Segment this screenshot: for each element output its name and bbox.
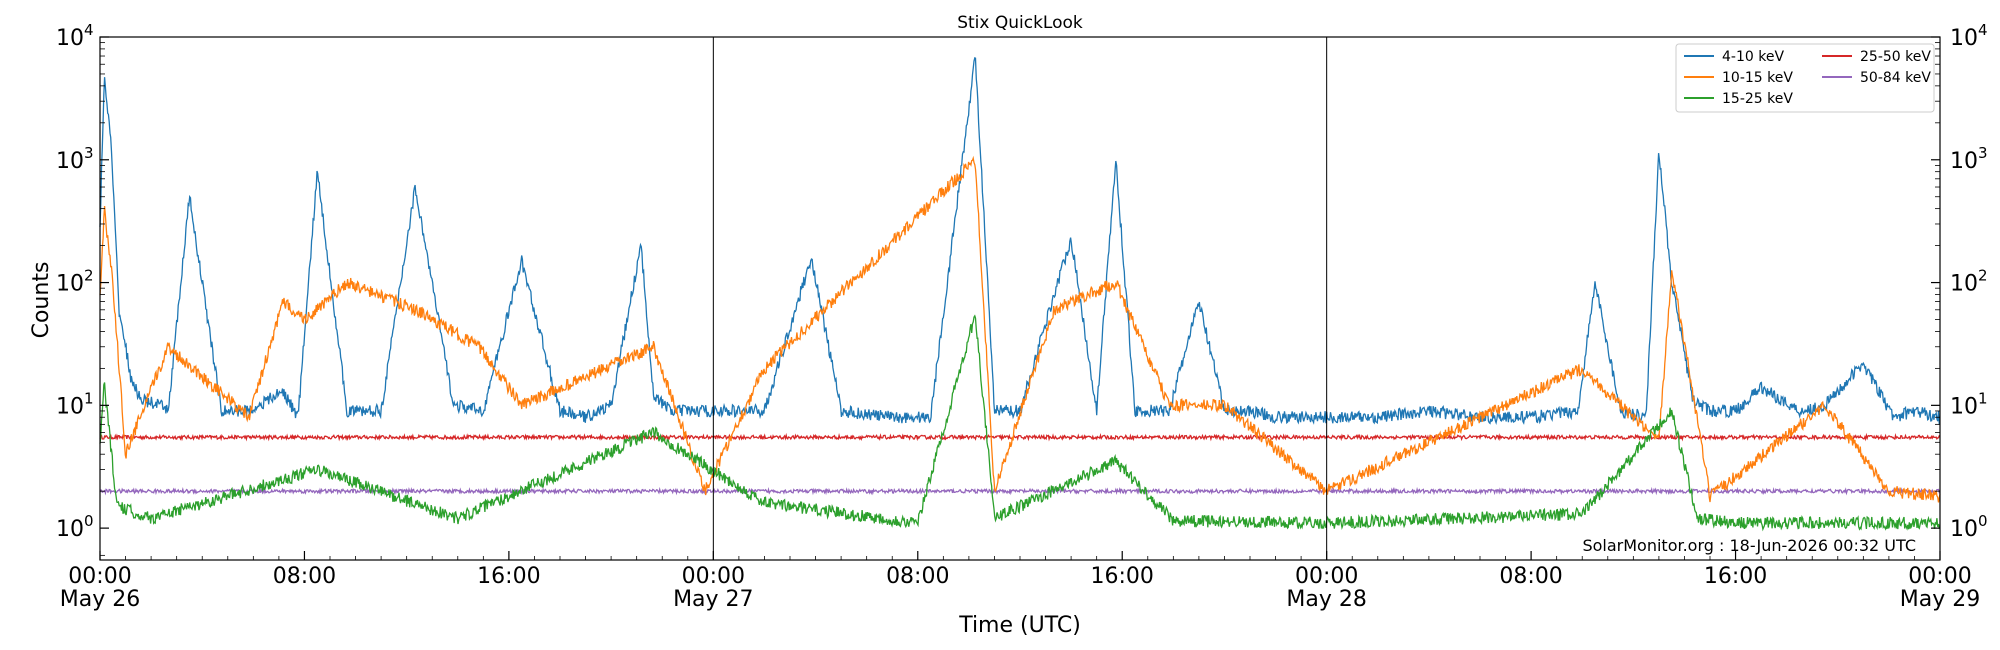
legend-label-4: 50-84 keV	[1860, 70, 1931, 86]
x-tick-label-7: 08:00	[1499, 564, 1562, 589]
y-tick-label-right-4: 104	[1950, 21, 1988, 51]
day-divider-layer	[712, 37, 1328, 560]
x-tick-label-9: 00:00	[1908, 564, 1971, 589]
x-tick-sublabel-3: May 27	[673, 587, 753, 612]
chart-title: Stix QuickLook	[957, 13, 1083, 33]
y-tick-label-right-2: 102	[1950, 267, 1988, 297]
series-line-2	[99, 314, 1941, 532]
plot-frame	[99, 36, 1941, 561]
x-tick-sublabel-0: May 26	[60, 587, 140, 612]
y-tick-label-left-3: 103	[56, 144, 94, 174]
y-tick-label-left-1: 101	[56, 389, 94, 419]
source-annotation: SolarMonitor.org : 18-Jun-2026 00:32 UTC	[1582, 536, 1916, 555]
legend-label-2: 15-25 keV	[1722, 91, 1793, 107]
y-tick-label-left-2: 102	[56, 267, 94, 297]
series-line-4	[99, 486, 1941, 496]
x-tick-label-5: 16:00	[1091, 564, 1154, 589]
x-tick-label-8: 16:00	[1704, 564, 1767, 589]
legend-box	[1675, 43, 1935, 113]
x-tick-label-0: 00:00	[68, 564, 131, 589]
x-tick-label-2: 16:00	[477, 564, 540, 589]
y-tick-label-left-4: 104	[56, 21, 94, 51]
x-axis-title: Time (UTC)	[958, 613, 1081, 638]
y-tick-label-left-0: 100	[56, 512, 94, 542]
x-tick-label-3: 00:00	[682, 564, 745, 589]
legend-label-3: 25-50 keV	[1860, 49, 1931, 65]
legend-items: 4-10 keV 10-15 keV 15-25 keV 25-50 keV 50-84…	[1684, 49, 1931, 107]
x-tick-sublabel-6: May 28	[1286, 587, 1366, 612]
x-tick-label-6: 00:00	[1295, 564, 1358, 589]
legend-label-0: 4-10 keV	[1722, 49, 1784, 65]
y-tick-label-right-3: 103	[1950, 144, 1988, 174]
series-line-3	[99, 432, 1941, 442]
legend: 4-10 keV 10-15 keV 15-25 keV 25-50 keV 50-84…	[1675, 43, 1935, 113]
y-tick-layer: 100 100 101 101 102 102 103 103 104 104	[56, 21, 1988, 556]
y-axis-title: Counts	[29, 262, 54, 339]
x-tick-sublabel-9: May 29	[1900, 587, 1980, 612]
x-tick-label-4: 08:00	[886, 564, 949, 589]
series-line-1	[99, 155, 1941, 503]
y-tick-label-right-0: 100	[1950, 512, 1988, 542]
x-tick-label-1: 08:00	[273, 564, 336, 589]
series-layer	[99, 57, 1941, 532]
series-line-0	[99, 57, 1941, 426]
legend-label-1: 10-15 keV	[1722, 70, 1793, 86]
y-tick-label-right-1: 101	[1950, 389, 1988, 419]
